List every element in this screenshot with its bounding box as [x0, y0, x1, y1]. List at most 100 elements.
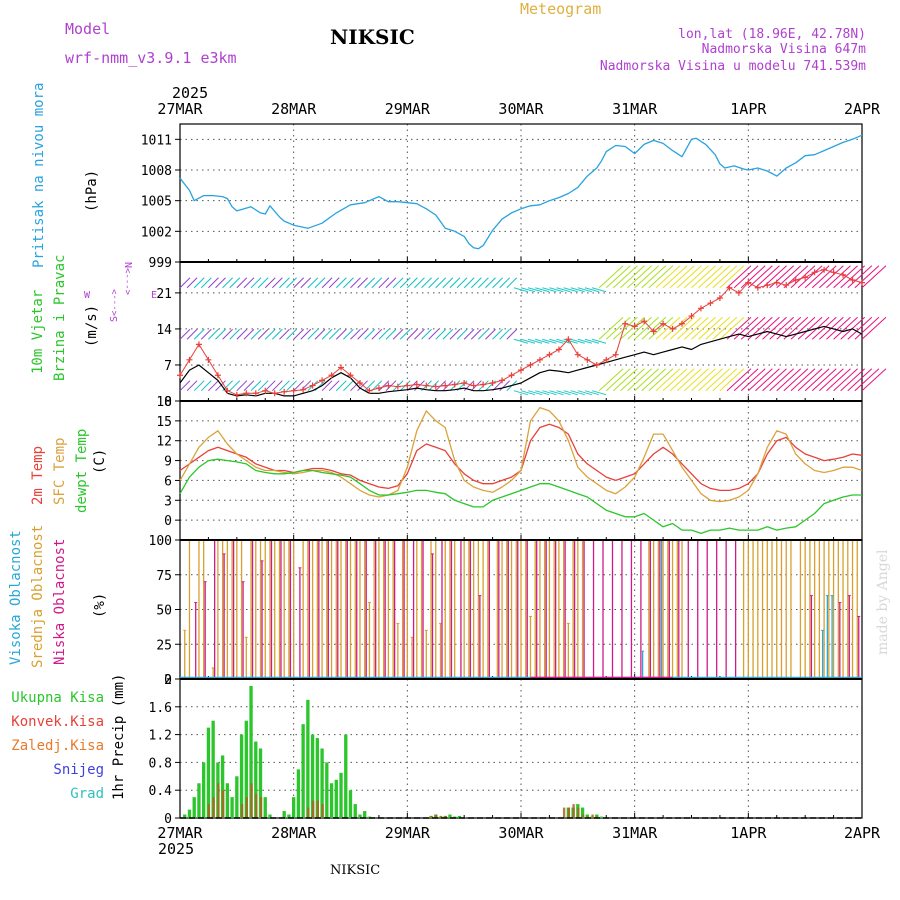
wind-barb	[186, 328, 198, 340]
wind-barb	[428, 277, 439, 289]
wind-barb	[762, 316, 787, 340]
gust-marker	[499, 377, 506, 384]
wind-barb	[435, 328, 447, 340]
wind-barb	[676, 368, 702, 392]
wind-barb	[215, 277, 226, 289]
year-bottom: 2025	[158, 840, 194, 858]
wind-barb	[499, 328, 511, 340]
wind-barb	[719, 368, 745, 392]
convective-bar	[430, 815, 433, 818]
x-tick-label-bottom: 30MAR	[498, 824, 544, 842]
precip-bar	[192, 797, 196, 818]
wind-barb	[790, 265, 816, 289]
wind-barb	[570, 287, 585, 293]
wind-barb	[485, 277, 496, 289]
wind-barb	[719, 265, 745, 289]
wind-barb	[691, 316, 716, 340]
gust-marker	[735, 289, 742, 296]
wind-barb	[861, 265, 887, 289]
wind-barb	[605, 265, 631, 289]
precip-bar	[296, 769, 301, 818]
compass-south-arrow: <--->	[110, 288, 120, 316]
wind-barb	[335, 380, 347, 392]
wind-barb	[719, 316, 745, 340]
lonlat-text: lon,lat (18.96E, 42.78N)	[678, 27, 866, 42]
convective-bar	[321, 804, 324, 818]
precip-bar	[254, 741, 258, 818]
wind-barb	[648, 316, 674, 340]
wind-barb	[378, 277, 390, 289]
wind-barb	[200, 328, 212, 340]
elevation-text: Nadmorska Visina 647m	[702, 42, 867, 57]
gust-marker	[508, 372, 515, 379]
wind-barb	[535, 390, 550, 396]
wind-barb	[222, 277, 233, 289]
wind-barb	[428, 328, 439, 340]
dewpt-title: dewpt Temp	[74, 429, 90, 513]
wind-barb	[392, 277, 404, 289]
wind-barb	[570, 338, 585, 344]
wind-barb	[705, 368, 731, 392]
precip-bar	[306, 699, 310, 818]
wind-barb	[186, 277, 198, 289]
dewpt-line	[179, 458, 862, 535]
temp-sfc-line	[179, 406, 863, 503]
wind-barb	[371, 328, 383, 340]
wind-barb	[215, 328, 226, 340]
gust-marker	[802, 274, 809, 281]
wind-barb	[769, 265, 794, 289]
wind-barb	[378, 380, 390, 392]
y-tick-label: 100	[149, 534, 172, 549]
gust-marker	[375, 385, 382, 392]
wind-barb	[470, 277, 482, 289]
wind-barb	[300, 328, 312, 340]
wind-barb	[364, 277, 376, 289]
wind-barb	[669, 265, 695, 289]
high-cloud-title: Visoka Oblacnost	[8, 530, 24, 665]
precip-bar	[580, 807, 585, 818]
wind-barb	[200, 277, 212, 289]
gust-marker	[432, 383, 439, 390]
wind-barb	[598, 368, 624, 392]
wind-barb	[598, 265, 624, 289]
precip-bar	[353, 804, 357, 818]
precip-bar	[268, 814, 272, 818]
wind-barb	[300, 277, 312, 289]
convective-bar	[307, 807, 310, 818]
y-tick-label: 1008	[141, 164, 172, 179]
gust-marker	[243, 390, 250, 397]
y-tick-label: 1005	[141, 195, 172, 210]
wind-barb	[527, 338, 543, 344]
wind-barb	[449, 328, 461, 340]
gust-marker	[347, 372, 354, 379]
gust-marker	[859, 279, 865, 286]
y-tick-label: 0	[164, 514, 172, 529]
wind-barb	[684, 265, 709, 289]
wind-barb	[506, 277, 518, 289]
precip-bar	[348, 790, 353, 818]
precip-bar	[263, 797, 267, 818]
precip-bar	[358, 814, 362, 818]
compass-rose: W E N <---> S <--->	[84, 262, 157, 322]
wind-barb	[371, 380, 383, 392]
wind-barb	[861, 316, 887, 340]
gust-marker	[281, 388, 288, 395]
wind-barb	[272, 277, 283, 289]
wind-barb	[627, 316, 652, 340]
wind-barb	[840, 265, 866, 289]
gust-marker	[792, 277, 799, 284]
wind-barb	[570, 390, 585, 396]
precip-bar	[448, 814, 452, 818]
wind-barb	[492, 277, 503, 289]
gust-marker	[518, 367, 524, 374]
wind-barb	[833, 368, 858, 392]
wind-barb	[669, 316, 695, 340]
wind-barb	[520, 287, 536, 293]
gust-marker	[679, 320, 686, 327]
convective-bar	[439, 815, 443, 818]
wind-barb	[676, 265, 702, 289]
wind-barb	[854, 316, 880, 340]
wind-barb	[819, 265, 844, 289]
x-tick-label-bottom: 31MAR	[612, 824, 658, 842]
precip-bar	[329, 783, 334, 818]
